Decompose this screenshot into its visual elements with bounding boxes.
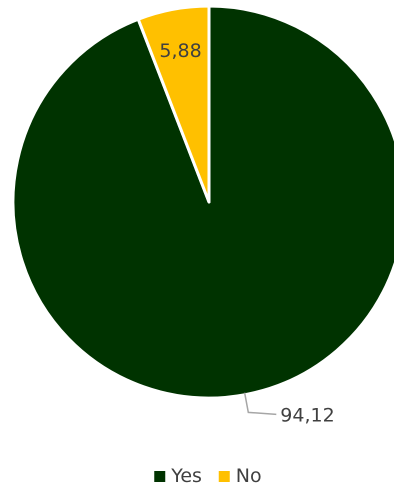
legend-label-yes: Yes [170,465,202,487]
data-labels: 94,12 5,88 [159,40,334,427]
legend-swatch-yes [154,471,166,482]
leader-line-yes [243,392,277,416]
data-label-no: 5,88 [159,40,201,62]
legend: Yes No [154,465,262,487]
legend-label-no: No [236,465,262,487]
legend-swatch-no [218,471,230,482]
pie-slice-no [136,4,211,204]
pie-slices [11,4,394,400]
data-label-yes: 94,12 [280,404,334,426]
